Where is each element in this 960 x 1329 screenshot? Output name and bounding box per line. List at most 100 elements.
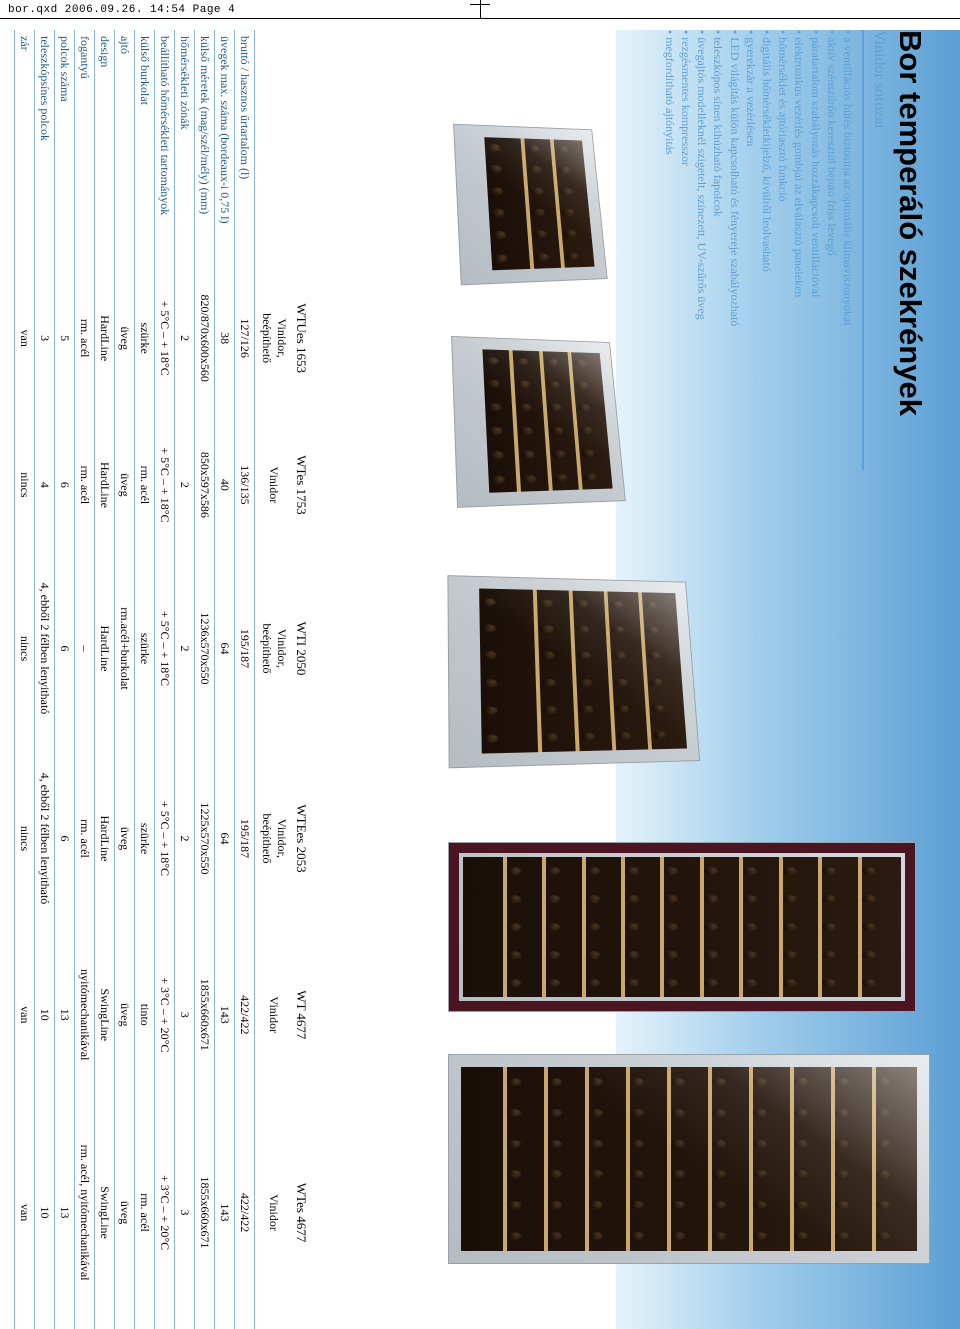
- spec-label: bruttó / hasznos űrtartalom (l): [235, 30, 255, 260]
- spec-label: fogantyú: [75, 30, 95, 260]
- spec-value: 13: [55, 1096, 75, 1329]
- model-series: Vinidor,beépíthető: [255, 744, 292, 934]
- spec-value: 2: [175, 260, 195, 416]
- model-name: WTes 4677: [291, 1096, 315, 1329]
- table-row: hőmérsékleti zónák222233: [175, 30, 195, 1329]
- spec-label: külső méretek (mag/szél/mély) (mm): [195, 30, 215, 260]
- spec-value: szürke: [135, 744, 155, 934]
- table-row: beállítható hőmérsékleti tartományok+ 5°…: [155, 30, 175, 1329]
- table-row: ajtóüvegüvegrm.acél+burkolatüvegüvegüveg: [115, 30, 135, 1329]
- spec-value: 850x597x586: [195, 416, 215, 553]
- spec-value: 2: [175, 416, 195, 553]
- spec-value: 5: [55, 260, 75, 416]
- model-series: Vinidor,beépíthető: [255, 554, 292, 744]
- table-header-cell: [255, 30, 292, 260]
- table-row: külső burkolatszürkerm. acélszürkeszürke…: [135, 30, 155, 1329]
- spec-value: 4: [35, 416, 55, 553]
- model-name: WTI 2050: [291, 554, 315, 744]
- spec-value: van: [15, 1096, 35, 1329]
- spec-label: üvegek max. száma (bordeaux-i 0,75 l): [215, 30, 235, 260]
- spec-value: 64: [215, 554, 235, 744]
- spec-value: üveg: [115, 934, 135, 1097]
- spec-value: HardLine: [95, 744, 115, 934]
- model-series: Vinidor: [255, 1096, 292, 1329]
- spec-value: 136/135: [235, 416, 255, 553]
- spec-value: 1855x660x671: [195, 934, 215, 1097]
- spec-value: rm. acél: [75, 260, 95, 416]
- spec-value: + 3°C – + 20°C: [155, 934, 175, 1097]
- spec-value: + 5°C – + 18°C: [155, 744, 175, 934]
- spec-value: 13: [55, 934, 75, 1097]
- spec-value: üveg: [115, 744, 135, 934]
- spec-value: 3: [35, 260, 55, 416]
- model-series: Vinidor: [255, 416, 292, 553]
- spec-value: van: [15, 260, 35, 416]
- spec-label: teleszkópsínes polcok: [35, 30, 55, 260]
- product-image-wtes4677: [448, 1054, 930, 1264]
- spec-value: rm. acél: [75, 416, 95, 553]
- spec-value: van: [15, 934, 35, 1097]
- spec-value: üveg: [115, 1096, 135, 1329]
- crop-mark: [480, 0, 481, 18]
- spec-value: nyitómechanikával: [75, 934, 95, 1097]
- spec-value: 3: [175, 934, 195, 1097]
- spec-value: 195/187: [235, 554, 255, 744]
- table-row: üvegek max. száma (bordeaux-i 0,75 l)384…: [215, 30, 235, 1329]
- model-name: WTEes 2053: [291, 744, 315, 934]
- product-image-wt4677: [448, 842, 916, 1012]
- spec-value: –: [75, 554, 95, 744]
- spec-table: WTUes 1653WTes 1753WTI 2050WTEes 2053WT …: [14, 30, 315, 1329]
- spec-value: 10: [35, 934, 55, 1097]
- table-row: bruttó / hasznos űrtartalom (l)127/12613…: [235, 30, 255, 1329]
- spec-value: 422/422: [235, 934, 255, 1097]
- spec-value: 6: [55, 554, 75, 744]
- spec-value: 4, ebből 2 félben lenyitható: [35, 554, 55, 744]
- spec-value: szürke: [135, 554, 155, 744]
- product-images: [422, 30, 942, 1329]
- spec-label: külső burkolat: [135, 30, 155, 260]
- product-image-wtes1753: [451, 336, 626, 508]
- model-name: WTUes 1653: [291, 260, 315, 416]
- spec-value: 1236x570x550: [195, 554, 215, 744]
- spec-label: hőmérsékleti zónák: [175, 30, 195, 260]
- table-header-cell: [291, 30, 315, 260]
- table-row: designHardLineHardLineHardLineHardLineSw…: [95, 30, 115, 1329]
- print-header: bor.qxd 2006.09.26. 14:54 Page 4: [8, 4, 235, 16]
- spec-value: 143: [215, 1096, 235, 1329]
- spec-value: + 3°C – + 20°C: [155, 1096, 175, 1329]
- spec-value: üveg: [115, 416, 135, 553]
- spec-value: rm. acél: [135, 416, 155, 553]
- spec-value: tinto: [135, 934, 155, 1097]
- spec-label: ajtó: [115, 30, 135, 260]
- spec-value: 2: [175, 744, 195, 934]
- table-row: fogantyúrm. acélrm. acél–rm. acélnyitóme…: [75, 30, 95, 1329]
- spec-value: 3: [175, 1096, 195, 1329]
- spec-value: 10: [35, 1096, 55, 1329]
- table-row: polcok száma56661313: [55, 30, 75, 1329]
- model-series: Vinidor,beépíthető: [255, 260, 292, 416]
- spec-value: + 5°C – + 18°C: [155, 260, 175, 416]
- spec-value: SwingLine: [95, 934, 115, 1097]
- spec-value: SwingLine: [95, 1096, 115, 1329]
- spec-value: HardLine: [95, 416, 115, 553]
- spec-value: 1225x570x550: [195, 744, 215, 934]
- spec-value: nincs: [15, 416, 35, 553]
- spec-value: 4, ebből 2 félben lenyitható: [35, 744, 55, 934]
- header-rule: [0, 18, 960, 19]
- spec-value: HardLine: [95, 554, 115, 744]
- model-series: Vinidor: [255, 934, 292, 1097]
- table-row: zárvannincsnincsnincsvanvan: [15, 30, 35, 1329]
- spec-value: 195/187: [235, 744, 255, 934]
- spec-value: nincs: [15, 554, 35, 744]
- spec-value: rm.acél+burkolat: [115, 554, 135, 744]
- table-row: külső méretek (mag/szél/mély) (mm)820/87…: [195, 30, 215, 1329]
- spec-label: polcok száma: [55, 30, 75, 260]
- spec-value: 40: [215, 416, 235, 553]
- spec-value: 2: [175, 554, 195, 744]
- model-name: WT 4677: [291, 934, 315, 1097]
- rotated-layout: Bor temperáló szekrények Vinidor sorozat…: [14, 30, 946, 1329]
- spec-value: rm. acél: [135, 1096, 155, 1329]
- spec-value: 143: [215, 934, 235, 1097]
- spec-value: 820/870x600x560: [195, 260, 215, 416]
- spec-value: HardLine: [95, 260, 115, 416]
